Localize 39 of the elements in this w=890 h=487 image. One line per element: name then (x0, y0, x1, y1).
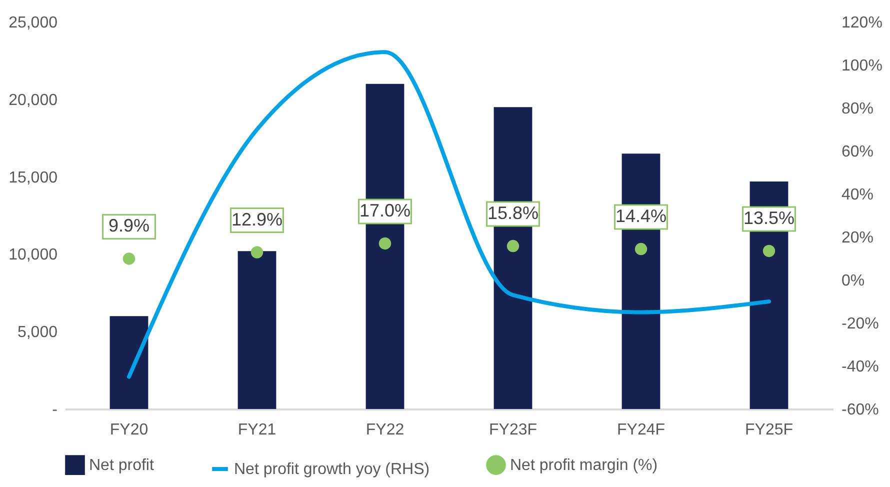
y2-tick-label: 40% (842, 186, 874, 204)
point (122, 252, 136, 265)
y-tick-label: 5,000 (17, 324, 58, 342)
point (634, 242, 648, 256)
y2-tick-label: 100% (842, 58, 882, 74)
x-tick-label: FY24F (616, 422, 666, 438)
y2-tick-label: 80% (842, 100, 874, 118)
y2-tick-label: 0% (842, 272, 865, 290)
x-tick-label: FY25F (744, 422, 794, 438)
y2-tick-label: 20% (842, 230, 874, 246)
data-label: 15.8% (487, 203, 539, 224)
legend-label: Net profit margin (%) (510, 457, 658, 474)
y-tick-label: 20,000 (8, 92, 58, 109)
data-label: 12.9% (231, 209, 283, 230)
legend-label: Net profit (89, 457, 154, 474)
point (506, 240, 520, 252)
y2-tick-label: -60% (842, 402, 879, 418)
y-tick-label: 25,000 (8, 14, 58, 32)
y-tick-label: 15,000 (8, 169, 58, 186)
x-tick-label: FY22 (366, 422, 404, 438)
data-label: 17.0% (359, 200, 411, 220)
legend-label: Net profit growth yoy (RHS) (234, 461, 430, 478)
point (250, 246, 264, 258)
point (762, 244, 776, 258)
y-tick-label: - (52, 402, 58, 418)
y2-tick-label: -40% (842, 358, 879, 376)
data-label: 9.9% (108, 216, 150, 236)
point (378, 237, 392, 250)
data-label: 14.4% (615, 206, 667, 226)
y2-tick-label: 60% (842, 144, 874, 160)
x-tick-label: FY20 (110, 422, 148, 438)
bar (238, 251, 276, 409)
data-label: 13.5% (743, 208, 795, 228)
x-tick-label: FY23F (488, 422, 538, 438)
x-tick-label: FY21 (238, 422, 276, 438)
y2-tick-label: 120% (842, 14, 882, 32)
y-tick-label: 10,000 (8, 246, 58, 264)
bar (110, 316, 148, 409)
y2-tick-label: -20% (842, 316, 879, 332)
